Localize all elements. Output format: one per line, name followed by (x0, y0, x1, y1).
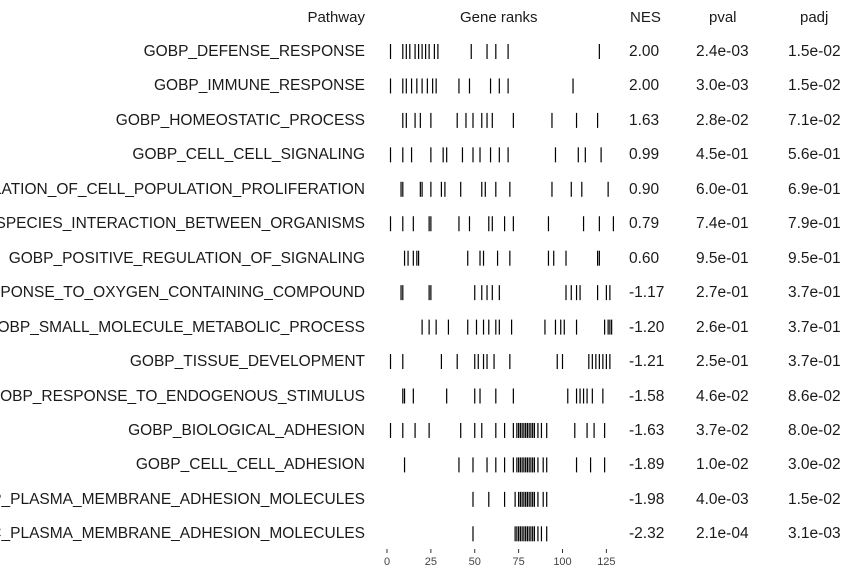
pval-value: 4.5e-01 (696, 146, 749, 164)
header-nes: NES (630, 9, 661, 26)
pval-value: 3.7e-02 (696, 421, 749, 439)
x-tick-label: 0 (384, 556, 390, 568)
pathway-label: GOBP_SMALL_MOLECULE_METABOLIC_PROCESS (0, 318, 365, 336)
nes-value: -1.21 (629, 353, 665, 371)
pval-value: 3.0e-03 (696, 77, 749, 95)
padj-value: 7.9e-01 (788, 215, 841, 233)
pathway-label: GOBP_RESPONSE_TO_ENDOGENOUS_STIMULUS (0, 387, 365, 405)
pval-value: 2.6e-01 (696, 318, 749, 336)
header-padj: padj (800, 9, 829, 26)
padj-value: 3.1e-03 (788, 525, 841, 543)
nes-value: -1.20 (629, 318, 665, 336)
x-tick-label: 50 (469, 556, 481, 568)
pval-value: 9.5e-01 (696, 249, 749, 267)
pathway-label: GOBP_BIOLOGICAL_ADHESION (128, 421, 365, 439)
nes-value: 0.79 (629, 215, 660, 233)
pathway-label: GOBP_PLASMA_MEMBRANE_ADHESION_MOLECULES (0, 490, 365, 508)
nes-value: 2.00 (629, 77, 660, 95)
pathway-label: GOBP_IMMUNE_RESPONSE (153, 77, 365, 95)
pval-value: 2.7e-01 (696, 284, 749, 302)
pathway-label: GOBP_CELL_CELL_ADHESION (135, 456, 365, 474)
padj-value: 3.0e-02 (788, 456, 841, 474)
pathway-label: GOBP_CELL_CELL_SIGNALING (132, 146, 365, 164)
nes-value: -1.89 (629, 456, 665, 474)
nes-value: -1.98 (629, 490, 665, 508)
padj-value: 3.7e-01 (788, 318, 841, 336)
nes-value: -1.63 (629, 421, 665, 439)
padj-value: 8.0e-02 (788, 421, 841, 439)
padj-value: 1.5e-02 (788, 490, 841, 508)
nes-value: -2.32 (629, 525, 665, 543)
padj-value: 6.9e-01 (788, 180, 841, 198)
x-tick-label: 75 (513, 556, 525, 568)
nes-value: 1.63 (629, 111, 660, 129)
padj-value: 5.6e-01 (788, 146, 841, 164)
header-pval: pval (709, 9, 737, 26)
pathway-label: GOBP_POSITIVE_REGULATION_OF_SIGNALING (8, 249, 365, 267)
pval-value: 2.4e-03 (696, 43, 749, 60)
pathway-label: REGULATION_OF_RESPONSE_TO_OXYGEN_CONTAIN… (0, 284, 365, 302)
nes-value: 0.99 (629, 146, 660, 164)
nes-value: 2.00 (629, 43, 660, 60)
pval-value: 1.0e-02 (696, 456, 749, 474)
pval-value: 6.0e-01 (696, 180, 749, 198)
padj-value: 7.1e-02 (788, 111, 841, 129)
pval-value: 2.1e-04 (696, 525, 749, 543)
header-pathway: Pathway (307, 9, 365, 26)
pval-value: 7.4e-01 (696, 215, 749, 233)
x-tick-label: 100 (553, 556, 571, 568)
pathway-label: GOBP_TISSUE_DEVELOPMENT (129, 353, 365, 371)
nes-value: -1.58 (629, 387, 665, 405)
x-tick-label: 25 (425, 556, 437, 568)
padj-value: 1.5e-02 (788, 77, 841, 95)
x-tick-label: 125 (597, 556, 615, 568)
pval-value: 2.8e-02 (696, 111, 749, 129)
padj-value: 3.7e-01 (788, 353, 841, 371)
pathway-label: GOBP_HOMEOSTATIC_PROCESS (115, 111, 365, 129)
nes-value: -1.17 (629, 284, 665, 302)
pathway-label: INTERSPECIES_INTERACTION_BETWEEN_ORGANIS… (0, 215, 365, 233)
padj-value: 8.6e-02 (788, 387, 841, 405)
nes-value: 0.60 (629, 249, 660, 267)
header-gene-ranks: Gene ranks (460, 9, 538, 26)
padj-value: 9.5e-01 (788, 249, 841, 267)
pathway-label: GOBP_DEFENSE_RESPONSE (143, 43, 365, 60)
pval-value: 4.0e-03 (696, 490, 749, 508)
pathway-label: REGULATION_OF_CELL_POPULATION_PROLIFERAT… (0, 180, 365, 198)
pathway-label: GOCC_PLASMA_MEMBRANE_ADHESION_MOLECULES (0, 525, 365, 543)
pval-value: 2.5e-01 (696, 353, 749, 371)
pval-value: 4.6e-02 (696, 387, 749, 405)
padj-value: 3.7e-01 (788, 284, 841, 302)
nes-value: 0.90 (629, 180, 660, 198)
padj-value: 1.5e-02 (788, 43, 841, 60)
